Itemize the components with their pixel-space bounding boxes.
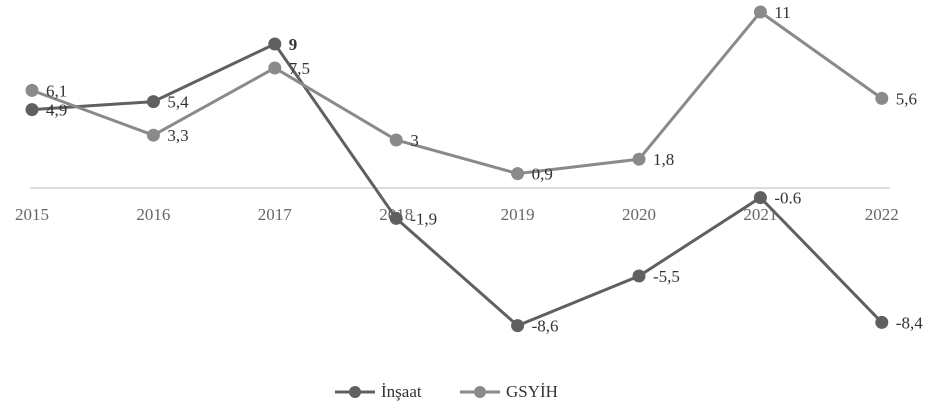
x-tick-label: 2021 xyxy=(743,205,777,224)
point xyxy=(753,191,767,205)
legend-label: GSYİH xyxy=(506,382,558,401)
point xyxy=(875,91,889,105)
series-line xyxy=(31,9,883,176)
data-label: -8,6 xyxy=(532,317,559,336)
point xyxy=(511,167,525,181)
point xyxy=(389,133,403,147)
data-label: 5,6 xyxy=(896,89,917,108)
legend-marker xyxy=(474,386,486,398)
x-tick-label: 2019 xyxy=(501,205,535,224)
data-label: 0,9 xyxy=(532,165,553,184)
data-label: 5,4 xyxy=(167,93,189,112)
data-label: 11 xyxy=(774,3,790,22)
point xyxy=(632,152,646,166)
data-label: 1,8 xyxy=(653,150,674,169)
point xyxy=(25,83,39,97)
point xyxy=(268,37,282,51)
data-label: -8,4 xyxy=(896,313,923,332)
data-label: 4,9 xyxy=(46,101,67,120)
x-tick-label: 2016 xyxy=(136,205,170,224)
point xyxy=(146,128,160,142)
data-label: 7,5 xyxy=(289,59,310,78)
point xyxy=(146,95,160,109)
point xyxy=(511,319,525,333)
point xyxy=(753,5,767,19)
data-label: 3,3 xyxy=(167,126,188,145)
data-label: 6,1 xyxy=(46,81,67,100)
data-label: -1,9 xyxy=(410,209,437,228)
point xyxy=(389,211,403,225)
x-tick-label: 2015 xyxy=(15,205,49,224)
point xyxy=(875,315,889,329)
data-label: 3 xyxy=(410,131,419,150)
legend-marker xyxy=(349,386,361,398)
legend-label: İnşaat xyxy=(381,382,422,401)
x-tick-label: 2020 xyxy=(622,205,656,224)
point xyxy=(632,269,646,283)
point xyxy=(268,61,282,75)
series-line xyxy=(31,42,883,328)
data-label: -0.6 xyxy=(774,189,801,208)
x-tick-label: 2022 xyxy=(865,205,899,224)
x-tick-label: 2017 xyxy=(258,205,293,224)
data-label: 9 xyxy=(289,35,298,54)
point xyxy=(25,103,39,117)
data-label: -5,5 xyxy=(653,267,680,286)
